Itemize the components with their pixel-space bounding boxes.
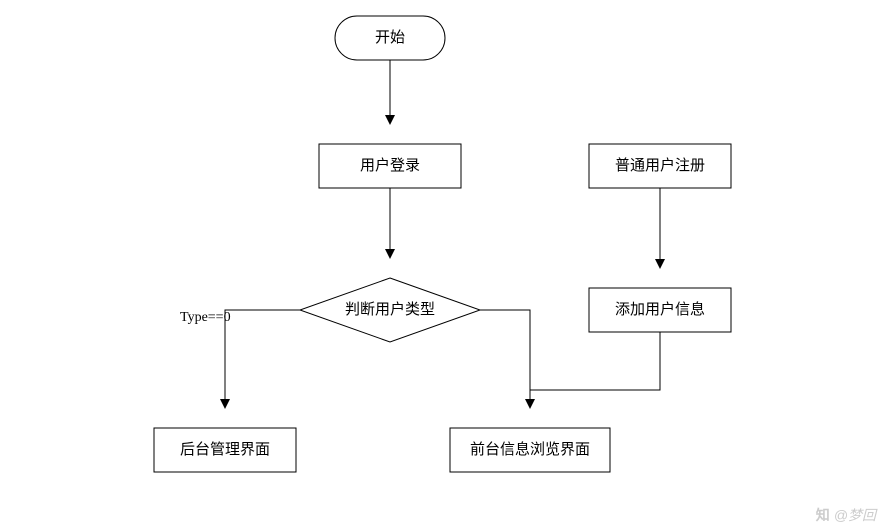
node-label-front: 前台信息浏览界面 xyxy=(470,441,590,458)
node-label-judge: 判断用户类型 xyxy=(345,301,435,318)
edge-e5 xyxy=(530,332,660,407)
watermark: 知@梦回 xyxy=(816,505,876,525)
edge-label-e4: Type==0 xyxy=(180,310,231,325)
edge-e4: Type==0 xyxy=(180,310,300,407)
node-label-start: 开始 xyxy=(375,29,405,46)
node-login: 用户登录 xyxy=(319,144,461,188)
zhihu-icon: 知 xyxy=(816,507,830,523)
node-front: 前台信息浏览界面 xyxy=(450,428,610,472)
flowchart: Type==0 开始用户登录 普通用户注册判断用户类型 添加用户信息后台管理界面 前台… xyxy=(0,0,890,531)
node-judge: 判断用户类型 xyxy=(300,278,480,342)
edge-e6 xyxy=(480,310,530,390)
node-register: 普通用户注册 xyxy=(589,144,731,188)
node-label-admin: 后台管理界面 xyxy=(180,441,270,458)
node-start: 开始 xyxy=(335,16,445,60)
node-label-login: 用户登录 xyxy=(360,157,420,174)
node-label-adduser: 添加用户信息 xyxy=(615,301,705,318)
watermark-text: @梦回 xyxy=(834,507,876,523)
node-label-register: 普通用户注册 xyxy=(615,157,705,174)
node-adduser: 添加用户信息 xyxy=(589,288,731,332)
node-admin: 后台管理界面 xyxy=(154,428,296,472)
